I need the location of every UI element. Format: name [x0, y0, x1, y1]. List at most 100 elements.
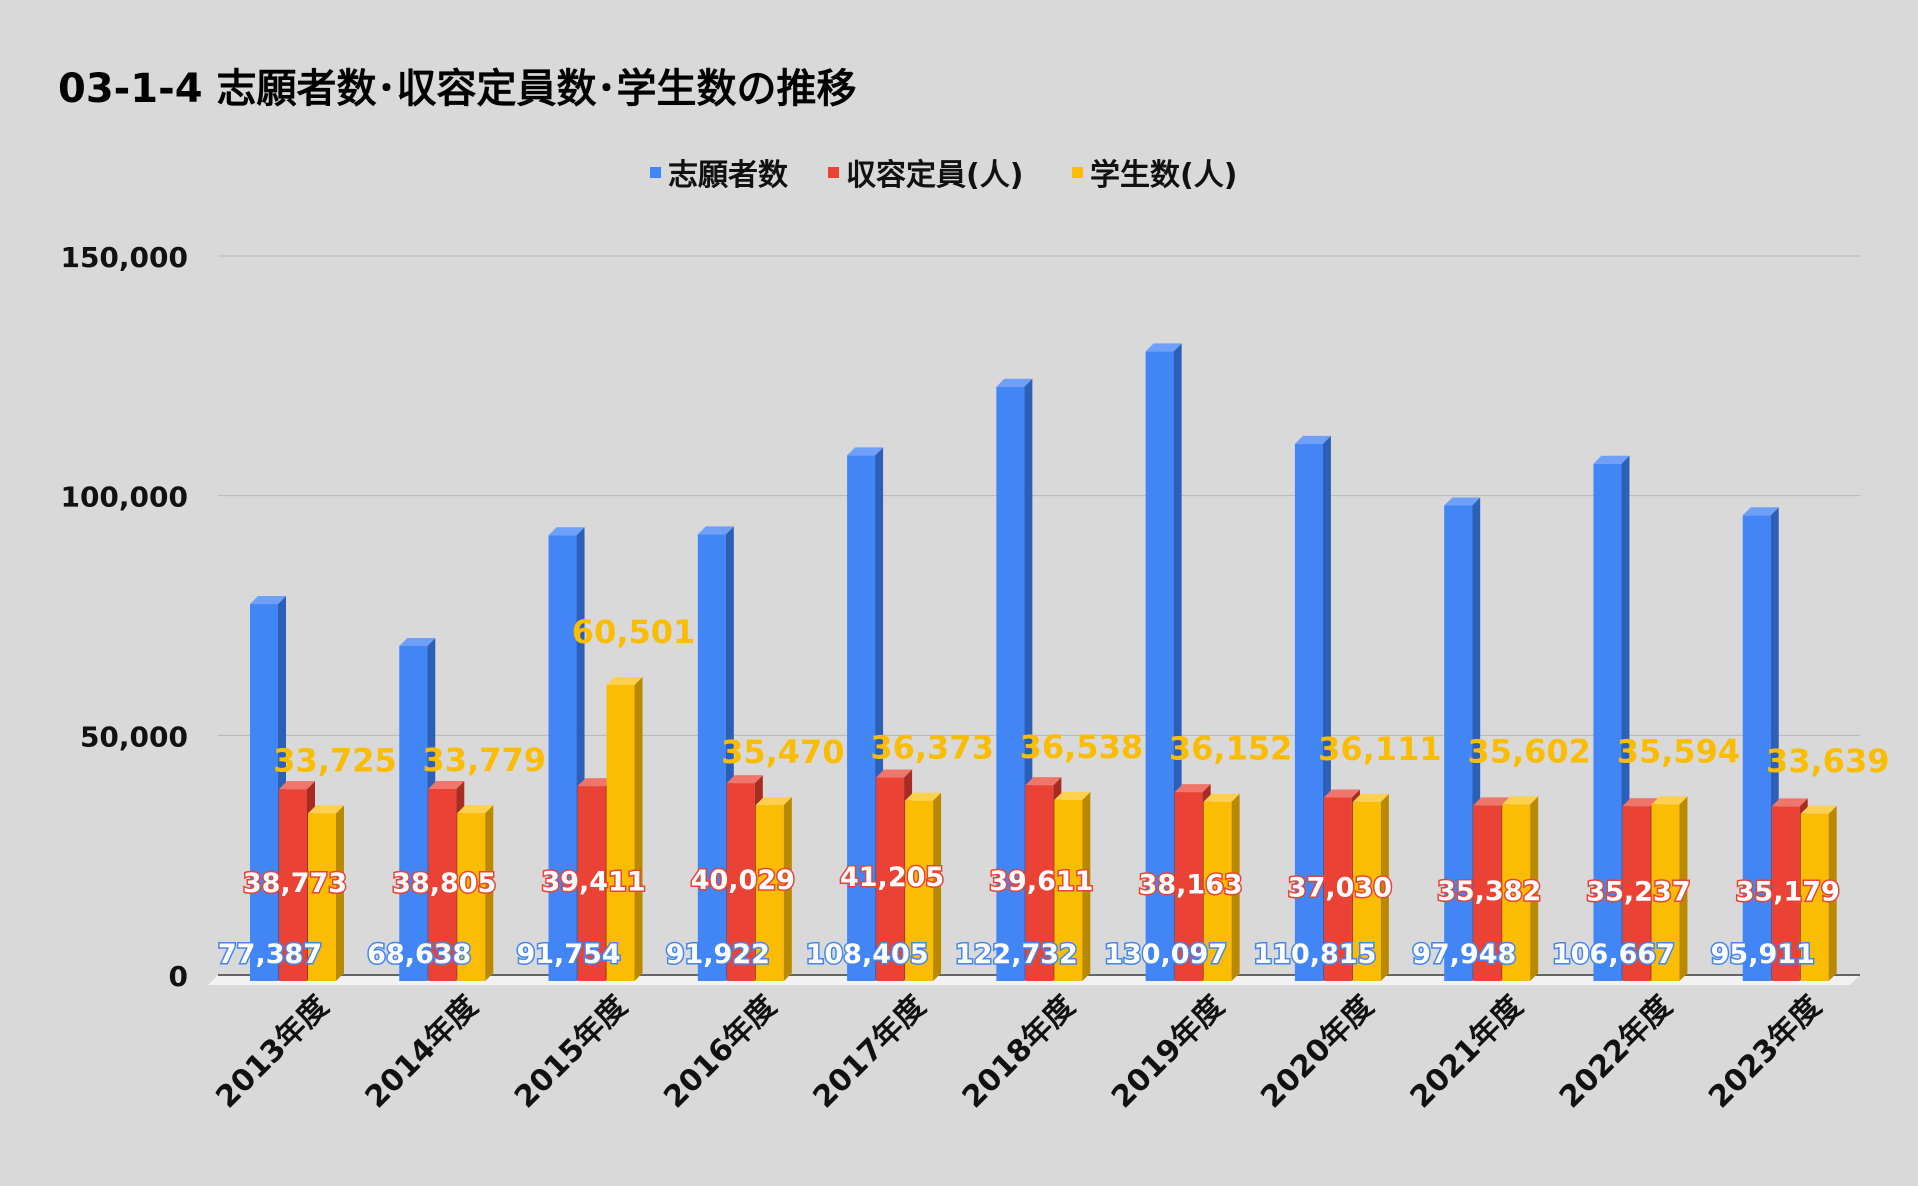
data-label-収容定員(人): 38,163: [1139, 870, 1243, 901]
bar-front: [1025, 785, 1054, 981]
data-label-志願者数: 97,948: [1412, 939, 1516, 970]
bar-front: [876, 777, 905, 981]
bar-top: [1444, 497, 1481, 506]
bar-top: [1352, 793, 1389, 802]
bar-top: [606, 676, 643, 685]
bar-front: [1174, 792, 1203, 981]
legend-label: 志願者数: [668, 158, 789, 193]
data-label-志願者数: 91,754: [516, 939, 620, 970]
data-label-志願者数: 91,922: [666, 939, 770, 970]
legend-item-学生数(人): 学生数(人): [1072, 158, 1237, 193]
bar-top: [755, 796, 792, 805]
bar-top: [1473, 797, 1510, 806]
legend-label: 収容定員(人): [846, 158, 1023, 193]
data-label-収容定員(人): 39,611: [989, 866, 1093, 897]
bar-front: [1203, 801, 1232, 981]
bar-front: [1502, 804, 1531, 981]
bar-side: [336, 805, 344, 981]
bar-side: [1380, 793, 1389, 981]
bar-front: [1054, 799, 1083, 981]
bar-front: [1444, 505, 1473, 981]
data-label-志願者数: 68,638: [367, 939, 471, 970]
data-label-収容定員(人): 35,382: [1437, 876, 1541, 907]
bar-top: [250, 596, 286, 605]
bar-side: [1082, 791, 1091, 981]
y-tick-label: 0: [169, 960, 188, 993]
bar-志願者数-2017年度: [847, 447, 884, 982]
bar-top: [1742, 507, 1779, 516]
data-label-志願者数: 122,732: [955, 939, 1078, 970]
data-label-志願者数: 108,405: [806, 939, 929, 970]
data-label-志願者数: 106,667: [1552, 939, 1675, 970]
data-label-収容定員(人): 37,030: [1288, 872, 1392, 903]
bar-志願者数-2013年度: [250, 596, 286, 981]
bar-top: [428, 780, 465, 789]
bar-front: [726, 783, 755, 981]
bar-学生数(人)-2022年度: [1651, 796, 1688, 981]
data-label-志願者数: 130,097: [1104, 939, 1227, 970]
bar-学生数(人)-2013年度: [308, 805, 344, 981]
data-label-収容定員(人): 35,179: [1736, 877, 1840, 908]
bar-top: [1054, 791, 1091, 800]
bar-front: [905, 800, 934, 981]
bar-top: [876, 769, 913, 778]
bar-top: [1771, 798, 1808, 807]
bar-学生数(人)-2016年度: [755, 796, 792, 981]
bars: [250, 343, 1837, 982]
bar-top: [279, 781, 315, 790]
bar-top: [577, 778, 614, 787]
data-label-収容定員(人): 35,237: [1586, 877, 1690, 908]
bar-top: [399, 637, 436, 646]
bar-front: [1294, 443, 1323, 981]
chart-title: 03-1-4 志願者数･収容定員数･学生数の推移: [58, 66, 856, 112]
data-label-学生数(人): 60,501: [572, 613, 695, 651]
bar-学生数(人)-2021年度: [1502, 796, 1539, 981]
bar-top: [308, 805, 344, 814]
bar-学生数(人)-2019年度: [1203, 793, 1240, 981]
bar-top: [1145, 343, 1182, 352]
bar-front: [755, 804, 784, 981]
y-tick-label: 100,000: [60, 481, 188, 514]
y-tick-label: 50,000: [80, 720, 188, 753]
bar-学生数(人)-2014年度: [457, 805, 494, 981]
bar-side: [933, 792, 942, 981]
data-labels: 77,387 38,773 33,725 68,638 38,805 33,779 91,7…: [216, 613, 1889, 972]
legend-swatch: [1072, 167, 1083, 178]
bar-top: [726, 775, 763, 784]
bar-学生数(人)-2023年度: [1800, 805, 1837, 981]
data-label-学生数(人): 36,152: [1169, 730, 1292, 768]
data-label-志願者数: 77,387: [218, 939, 322, 970]
bar-top: [1025, 777, 1062, 786]
bar-side: [634, 676, 643, 981]
bar-front: [996, 386, 1025, 982]
bar-side: [1679, 796, 1688, 981]
legend-swatch: [650, 167, 661, 178]
bar-front: [697, 534, 726, 981]
bar-front: [577, 786, 606, 981]
bar-side: [485, 805, 494, 981]
bar-top: [548, 527, 585, 536]
bar-front: [250, 604, 278, 981]
bar-front: [399, 645, 428, 981]
bar-front: [279, 789, 307, 981]
data-label-志願者数: 95,911: [1711, 939, 1815, 970]
legend-swatch: [828, 167, 839, 178]
bar-front: [1593, 463, 1622, 982]
bar-学生数(人)-2017年度: [905, 792, 942, 981]
gridlines: [218, 255, 1860, 736]
data-label-学生数(人): 36,373: [870, 729, 993, 767]
data-label-学生数(人): 35,602: [1467, 732, 1590, 770]
data-label-収容定員(人): 39,411: [541, 867, 645, 898]
bar-収容定員(人)-2022年度: [1622, 798, 1659, 981]
bar-front: [1473, 805, 1502, 981]
bar-side: [783, 796, 792, 981]
bar-top: [1651, 796, 1688, 805]
legend-item-収容定員(人): 収容定員(人): [828, 158, 1023, 193]
bar-top: [1593, 455, 1630, 464]
data-label-学生数(人): 35,594: [1617, 732, 1740, 770]
legend-label: 学生数(人): [1090, 158, 1237, 193]
bar-top: [847, 447, 884, 456]
bar-学生数(人)-2015年度: [606, 676, 643, 981]
bar-top: [457, 805, 494, 814]
legend: 志願者数 収容定員(人) 学生数(人): [650, 158, 1237, 193]
